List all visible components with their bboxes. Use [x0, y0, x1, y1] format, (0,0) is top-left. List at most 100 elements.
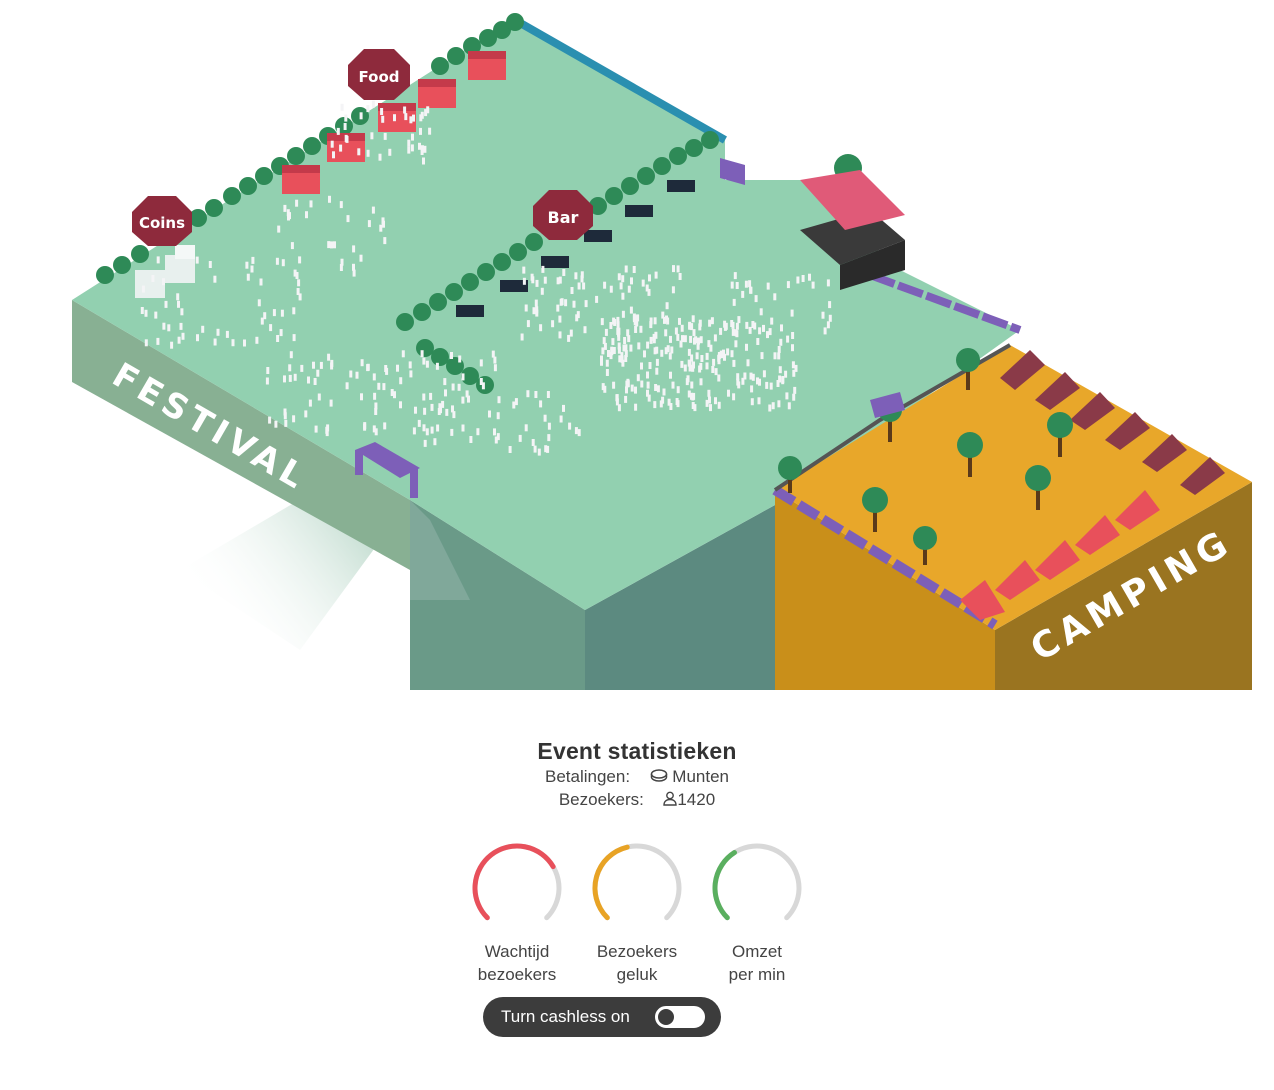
- visitor-figure: [329, 399, 333, 407]
- visitor-figure: [618, 355, 622, 363]
- visitor-figure: [741, 377, 745, 385]
- visitor-figure: [430, 403, 434, 411]
- visitor-figure: [723, 353, 726, 361]
- cashless-toggle-button[interactable]: Turn cashless on: [483, 997, 721, 1037]
- visitor-figure: [705, 399, 709, 407]
- visitor-figure: [709, 404, 712, 412]
- visitor-figure: [367, 220, 371, 228]
- visitor-figure: [562, 269, 566, 276]
- visitor-figure: [141, 285, 145, 293]
- visitor-figure: [735, 282, 739, 289]
- festival-right-face: [585, 505, 775, 690]
- visitor-figure: [692, 392, 696, 400]
- food-sign: Food: [348, 49, 410, 100]
- visitor-figure: [669, 403, 673, 410]
- visitor-figure: [649, 321, 653, 329]
- visitor-figure: [399, 377, 403, 385]
- visitor-figure: [562, 404, 565, 412]
- visitor-figure: [683, 364, 687, 372]
- visitor-figure: [225, 330, 229, 338]
- visitor-figure: [276, 335, 280, 342]
- visitor-figure: [419, 114, 423, 122]
- visitor-figure: [796, 276, 800, 284]
- visitor-figure: [444, 389, 447, 397]
- visitor-figure: [730, 281, 734, 289]
- visitor-figure: [418, 142, 421, 150]
- visitor-figure: [681, 335, 684, 343]
- visitor-figure: [709, 344, 713, 352]
- visitor-figure: [277, 225, 281, 233]
- visitor-figure: [374, 408, 378, 415]
- visitor-figure: [749, 372, 753, 380]
- visitor-figure: [476, 428, 480, 436]
- visitor-figure: [748, 326, 752, 334]
- visitor-figure: [556, 277, 560, 285]
- visitor-figure: [366, 364, 370, 372]
- visitor-figure: [745, 343, 748, 351]
- visitor-figure: [636, 374, 640, 382]
- visitor-figure: [317, 393, 321, 401]
- visitor-figure: [316, 369, 320, 377]
- visitor-figure: [558, 276, 562, 284]
- visitor-figure: [298, 256, 302, 264]
- visitor-figure: [672, 265, 675, 273]
- gauge-wait-time-label-1: Wachtijd: [484, 942, 550, 961]
- visitor-figure: [736, 373, 740, 381]
- visitors-value: 1420: [677, 790, 716, 809]
- visitor-figure: [295, 199, 299, 207]
- visitor-figure: [372, 373, 376, 381]
- visitor-figure: [617, 346, 621, 354]
- visitor-figure: [624, 344, 628, 352]
- visitor-figure: [652, 333, 656, 341]
- visitor-figure: [630, 277, 633, 285]
- visitor-figure: [283, 375, 286, 383]
- visitor-figure: [665, 302, 669, 310]
- visitor-figure: [617, 273, 621, 281]
- visitor-figure: [595, 295, 599, 303]
- visitor-figure: [692, 329, 696, 337]
- visitor-figure: [668, 352, 672, 360]
- visitor-figure: [603, 342, 607, 350]
- visitor-figure: [654, 271, 658, 279]
- visitor-figure: [603, 385, 607, 393]
- visitor-figure: [700, 355, 704, 362]
- visitor-figure: [558, 331, 562, 339]
- visitor-figure: [719, 350, 723, 358]
- visitor-figure: [616, 321, 620, 329]
- visitor-figure: [451, 383, 455, 391]
- visitor-figure: [708, 396, 711, 404]
- visitor-figure: [496, 433, 500, 441]
- visitor-figure: [417, 419, 421, 427]
- visitor-figure: [263, 312, 267, 320]
- visitor-figure: [494, 436, 498, 444]
- gauge-happiness: Bezoekers geluk: [591, 842, 683, 986]
- visitor-figure: [339, 264, 343, 271]
- visitor-figure: [744, 280, 748, 288]
- visitor-figure: [420, 350, 424, 358]
- visitor-figure: [543, 276, 547, 284]
- visitor-figure: [424, 109, 428, 117]
- visitor-figure: [167, 324, 171, 332]
- visitor-figure: [666, 345, 670, 353]
- visitor-figure: [300, 364, 304, 372]
- visitor-figure: [307, 376, 310, 384]
- visitor-figure: [773, 352, 777, 360]
- visitor-figure: [612, 381, 616, 389]
- visitor-figure: [213, 275, 217, 283]
- visitor-figure: [758, 327, 762, 335]
- visitor-figure: [609, 322, 613, 329]
- visitor-figure: [382, 383, 386, 391]
- visitor-figure: [461, 424, 465, 432]
- visitor-figure: [646, 381, 650, 389]
- visitor-figure: [422, 157, 425, 165]
- visitor-figure: [743, 372, 747, 380]
- visitor-figure: [411, 133, 414, 141]
- visitor-figure: [393, 114, 396, 122]
- visitor-figure: [768, 328, 772, 336]
- visitor-figure: [576, 311, 580, 319]
- visitor-figure: [655, 346, 659, 354]
- cashless-toggle-switch[interactable]: [655, 1006, 705, 1028]
- visitor-figure: [419, 127, 422, 135]
- visitor-figure: [621, 359, 625, 367]
- visitor-figure: [823, 327, 827, 335]
